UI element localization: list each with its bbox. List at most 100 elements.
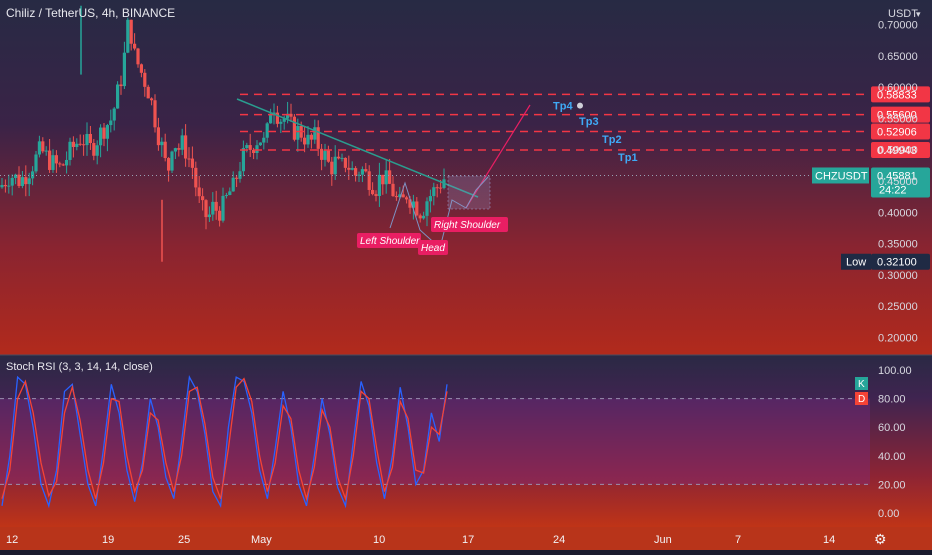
currency-dropdown-icon[interactable]: ▾: [916, 9, 921, 19]
candle-body: [129, 19, 133, 44]
candle-body: [126, 19, 130, 53]
candle-body: [10, 177, 14, 186]
candle-body: [190, 158, 194, 168]
candle-body: [58, 163, 62, 165]
candle-body: [347, 167, 351, 170]
price-tick-label: 0.55000: [878, 113, 918, 125]
candle-body: [255, 145, 259, 154]
candle-body: [286, 113, 290, 119]
candle-body: [194, 167, 198, 188]
candle-body: [265, 123, 269, 138]
candle-body: [211, 201, 215, 215]
candle-body: [374, 194, 378, 196]
candle-body: [275, 112, 279, 124]
low-price-text: 0.32100: [877, 257, 917, 269]
projection-box[interactable]: [447, 175, 491, 210]
candle-body: [163, 141, 167, 159]
candle-body: [309, 134, 313, 140]
low-label-tag: [841, 253, 871, 270]
pattern-label-box[interactable]: [431, 217, 508, 232]
candle-body: [177, 148, 181, 150]
candle-body: [197, 187, 201, 197]
level-price-tag: [871, 106, 930, 123]
pattern-label-box[interactable]: [357, 233, 421, 248]
candle-body: [170, 151, 174, 171]
candle-body: [289, 113, 293, 117]
candle-body: [0, 185, 4, 188]
candle-body: [214, 201, 218, 211]
candle-body: [143, 72, 147, 87]
candle-body: [272, 112, 276, 114]
target-marker-icon: [577, 102, 583, 109]
candle-body: [296, 126, 300, 140]
candle-body: [184, 135, 188, 159]
candle-body: [201, 196, 205, 201]
candle-body: [391, 183, 395, 197]
candle-body: [109, 120, 113, 126]
currency-label: USDT: [888, 8, 918, 20]
candle-body: [224, 195, 228, 197]
candle-body: [357, 174, 361, 176]
level-price-tag-text: 0.58833: [877, 89, 917, 101]
candle-body: [153, 100, 157, 128]
candle-body: [340, 157, 344, 159]
candle-body: [207, 214, 211, 218]
candle-body: [228, 191, 232, 196]
candle-body: [316, 127, 320, 149]
level-price-tag: [871, 86, 930, 103]
chart-title: Chiliz / TetherUS, 4h, BINANCE: [6, 6, 176, 20]
candle-body: [3, 185, 7, 187]
candle-body: [82, 144, 86, 146]
candle-body: [34, 154, 38, 172]
candle-body: [78, 143, 82, 145]
candle-body: [388, 170, 392, 184]
time-tick-label: 10: [373, 534, 385, 546]
target-label: Tp1: [618, 152, 638, 164]
low-price-tag: [871, 253, 930, 270]
candle-body: [435, 187, 439, 189]
rsi-tick-label: 0.00: [878, 508, 899, 520]
current-price-tag: [871, 167, 930, 198]
candle-body: [146, 86, 150, 99]
candle-body: [364, 169, 368, 172]
candle-body: [292, 116, 296, 140]
settings-gear-icon[interactable]: ⚙: [874, 531, 887, 547]
projection-line[interactable]: [465, 104, 531, 209]
candle-body: [415, 201, 419, 216]
price-pane-background: [0, 0, 932, 355]
candle-body: [258, 142, 262, 146]
rsi-tick-label: 100.00: [878, 365, 912, 377]
time-tick-label: 7: [735, 534, 741, 546]
pattern-label-box[interactable]: [418, 240, 448, 255]
legend-d-label: D: [858, 394, 865, 405]
candle-body: [306, 134, 310, 145]
candle-body: [432, 187, 436, 197]
candle-body: [99, 127, 103, 146]
current-price-text: 0.45881: [877, 170, 917, 182]
candle-body: [313, 127, 317, 140]
low-label-text: Low: [846, 257, 866, 269]
candle-body: [248, 145, 252, 150]
candle-body: [401, 194, 405, 198]
level-price-tag-text: 0.55600: [877, 110, 917, 122]
candle-body: [269, 113, 273, 124]
candle-body: [95, 145, 99, 156]
stoch-rsi-title: Stoch RSI (3, 3, 14, 14, close): [6, 361, 153, 373]
pattern-label-text: Head: [421, 243, 445, 254]
candle-body: [92, 143, 96, 156]
candle-body: [44, 150, 48, 152]
target-label: Tp2: [602, 134, 622, 146]
candle-body: [68, 141, 72, 160]
candle-body: [221, 195, 225, 221]
candle-body: [187, 158, 191, 160]
level-price-tag: [871, 142, 930, 159]
candle-body: [27, 178, 31, 185]
candle-body: [218, 210, 222, 221]
descending-trendline[interactable]: [236, 98, 479, 198]
candle-countdown-text: 24:22: [879, 184, 907, 196]
symbol-tag-text: CHZUSDT: [815, 170, 868, 182]
candle-body: [116, 84, 120, 109]
time-tick-label: 12: [6, 534, 18, 546]
